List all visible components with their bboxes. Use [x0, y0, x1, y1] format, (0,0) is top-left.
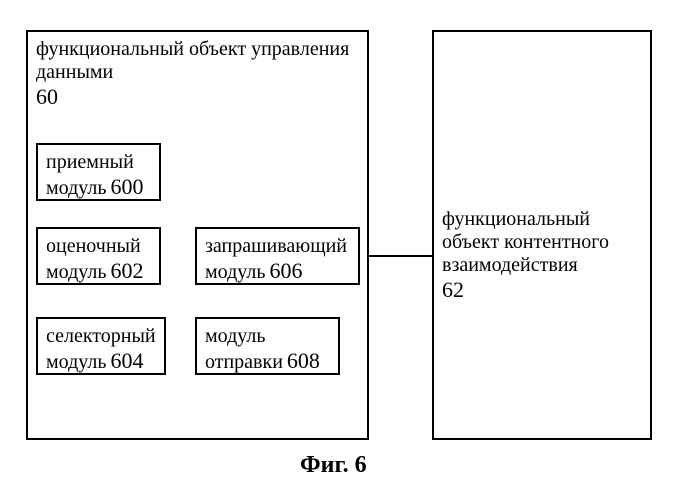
module-label: модуль отправки [205, 325, 283, 373]
module-number: 606 [269, 258, 302, 283]
module-receiver: приемный модуль 600 [36, 143, 161, 201]
module-requester: запрашивающий модуль 606 [195, 227, 360, 285]
module-number: 600 [110, 174, 143, 199]
module-evaluator: оценочный модуль 602 [36, 227, 161, 285]
container-number: 62 [442, 277, 642, 302]
spacer [442, 38, 642, 208]
container-content-interaction: функциональный объект контентного взаимо… [432, 30, 652, 440]
container-number: 60 [36, 84, 359, 109]
module-selector: селекторный модуль 604 [36, 317, 166, 375]
container-label: функциональный объект контентного взаимо… [442, 208, 642, 277]
module-number: 604 [110, 348, 143, 373]
module-number: 602 [110, 258, 143, 283]
module-number: 608 [287, 348, 320, 373]
module-sender: модуль отправки 608 [195, 317, 340, 375]
figure-caption: Фиг. 6 [300, 452, 367, 479]
container-label: функциональный объект управления данными [36, 38, 359, 84]
diagram-stage: функциональный объект управления данными… [0, 0, 676, 500]
